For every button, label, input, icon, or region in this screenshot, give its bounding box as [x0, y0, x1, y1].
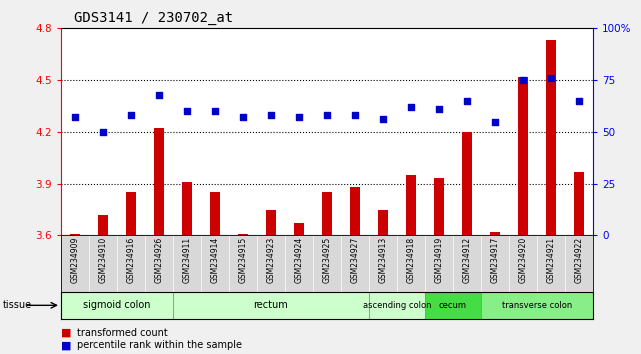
Point [518, 77, 528, 83]
Bar [238, 234, 248, 235]
Point [98, 129, 108, 135]
Point [462, 98, 472, 104]
Bar [350, 187, 360, 235]
Text: GSM234911: GSM234911 [183, 237, 192, 283]
Point [294, 115, 304, 120]
Text: GSM234916: GSM234916 [126, 237, 135, 283]
Text: GSM234917: GSM234917 [490, 237, 499, 283]
Text: ascending colon: ascending colon [363, 301, 431, 310]
Bar [70, 234, 79, 235]
Text: sigmoid colon: sigmoid colon [83, 300, 151, 310]
Text: GDS3141 / 230702_at: GDS3141 / 230702_at [74, 11, 233, 25]
Text: GSM234914: GSM234914 [210, 237, 219, 283]
Text: ■: ■ [61, 328, 71, 338]
Bar [406, 175, 416, 235]
Text: GSM234924: GSM234924 [294, 237, 303, 283]
Text: GSM234909: GSM234909 [71, 237, 79, 284]
Text: GSM234927: GSM234927 [351, 237, 360, 283]
Text: cecum: cecum [439, 301, 467, 310]
Point [70, 115, 80, 120]
Text: GSM234910: GSM234910 [99, 237, 108, 283]
Point [154, 92, 164, 97]
Bar [182, 182, 192, 235]
Point [266, 113, 276, 118]
Point [378, 116, 388, 122]
Point [238, 115, 248, 120]
Text: GSM234923: GSM234923 [267, 237, 276, 283]
Bar [425, 292, 481, 319]
Bar [574, 172, 584, 235]
Text: percentile rank within the sample: percentile rank within the sample [77, 340, 242, 350]
Bar [378, 210, 388, 235]
Bar [266, 210, 276, 235]
Point [210, 108, 220, 114]
Text: GSM234915: GSM234915 [238, 237, 247, 283]
Text: rectum: rectum [254, 300, 288, 310]
Bar [481, 292, 593, 319]
Point [182, 108, 192, 114]
Bar [434, 178, 444, 235]
Point [545, 75, 556, 81]
Bar [98, 215, 108, 235]
Point [490, 119, 500, 124]
Text: GSM234922: GSM234922 [574, 237, 583, 283]
Point [350, 113, 360, 118]
Bar [322, 192, 332, 235]
Point [406, 104, 416, 110]
Text: tissue: tissue [3, 300, 32, 310]
Bar [369, 292, 425, 319]
Text: GSM234919: GSM234919 [435, 237, 444, 283]
Point [126, 113, 136, 118]
Text: GSM234913: GSM234913 [378, 237, 387, 283]
Text: GSM234926: GSM234926 [154, 237, 163, 283]
Text: GSM234921: GSM234921 [546, 237, 555, 283]
Bar [126, 192, 136, 235]
Bar [61, 292, 173, 319]
Text: ■: ■ [61, 340, 71, 350]
Text: GSM234912: GSM234912 [462, 237, 471, 283]
Text: GSM234920: GSM234920 [519, 237, 528, 283]
Bar [154, 129, 164, 235]
Text: transverse colon: transverse colon [502, 301, 572, 310]
Bar [294, 223, 304, 235]
Bar [173, 292, 369, 319]
Bar [490, 232, 500, 235]
Point [434, 106, 444, 112]
Point [574, 98, 584, 104]
Bar [210, 192, 220, 235]
Point [322, 113, 332, 118]
Text: transformed count: transformed count [77, 328, 168, 338]
Text: GSM234918: GSM234918 [406, 237, 415, 283]
Bar [546, 40, 556, 235]
Bar [518, 77, 528, 235]
Bar [462, 132, 472, 235]
Text: GSM234925: GSM234925 [322, 237, 331, 283]
